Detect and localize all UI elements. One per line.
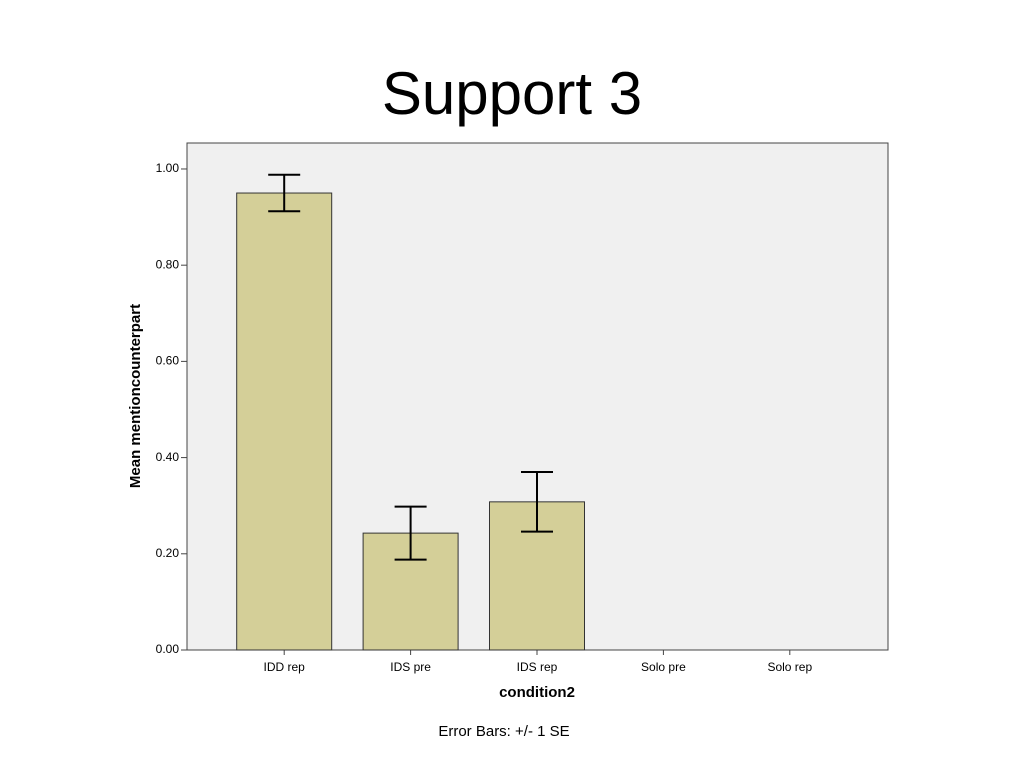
error-bar [268, 173, 301, 213]
y-tick-label: 0.40 [156, 450, 180, 464]
x-tick-label: Solo pre [641, 660, 686, 674]
bar [236, 192, 333, 651]
y-tick-label: 1.00 [156, 161, 180, 175]
error-bar [521, 471, 553, 533]
x-tick-label: IDD rep [264, 660, 306, 674]
chart-title: Support 3 [382, 60, 642, 127]
y-tick-label: 0.60 [156, 354, 180, 368]
y-tick-label: 0.80 [156, 257, 180, 271]
x-tick-label: IDS pre [390, 660, 431, 674]
error-bar [394, 505, 427, 561]
x-tick-label: IDS rep [517, 660, 558, 674]
x-axis-label: condition2 [499, 684, 575, 701]
y-axis-label: Mean mentioncounterpart [127, 304, 144, 488]
y-tick-label: 0.00 [156, 642, 180, 656]
annotation: Error Bars: +/- 1 SE [438, 723, 569, 740]
x-tick-label: Solo rep [767, 660, 812, 674]
y-tick-label: 0.20 [156, 546, 180, 560]
